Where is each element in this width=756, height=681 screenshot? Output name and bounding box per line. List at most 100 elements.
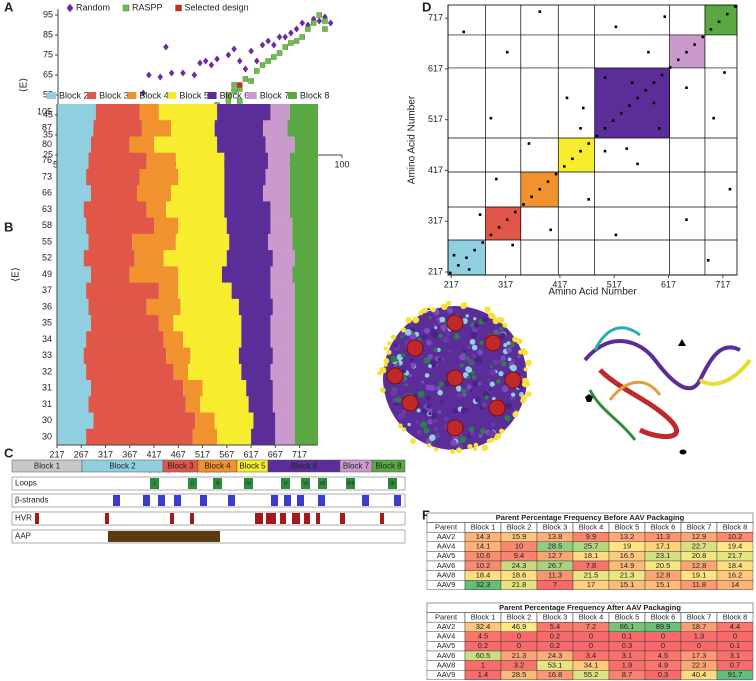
table-cell-text: 0.2 xyxy=(550,641,560,650)
point xyxy=(603,76,607,79)
table-header: Block 5 xyxy=(615,612,640,621)
hvr xyxy=(190,513,194,524)
point xyxy=(322,26,328,32)
capsid-spike xyxy=(418,309,424,316)
capsid-texture xyxy=(433,323,437,327)
hvr xyxy=(280,513,286,524)
block-segment xyxy=(221,266,271,283)
block-segment xyxy=(158,104,218,121)
table-cell-text: 4.5 xyxy=(478,632,488,641)
block-segment xyxy=(294,428,318,446)
capsid-texture xyxy=(465,356,470,361)
point xyxy=(725,12,729,16)
block-segment xyxy=(238,298,273,316)
capsid-spike xyxy=(525,359,533,367)
block-segment xyxy=(272,396,295,413)
capsid-spike xyxy=(472,446,478,452)
point xyxy=(208,61,215,69)
y-tick-label: 85 xyxy=(43,29,53,39)
point xyxy=(231,88,237,94)
block-name: Block 5 xyxy=(239,462,266,471)
capsid-texture xyxy=(417,403,422,407)
block-segment xyxy=(86,331,164,348)
block-segment xyxy=(57,363,87,381)
block-name: Block 8 xyxy=(375,462,402,471)
table-cell-text: AAV2 xyxy=(437,622,456,631)
point xyxy=(259,62,266,68)
block-segment xyxy=(86,428,193,446)
point xyxy=(709,28,713,31)
capsid-spike xyxy=(387,341,392,346)
hvr xyxy=(266,513,276,524)
point xyxy=(677,58,680,62)
table-cell-text: 13.8 xyxy=(548,532,563,541)
capsid-texture xyxy=(455,385,462,391)
table-cell-text: 0.1 xyxy=(622,632,632,641)
beta-strand xyxy=(318,495,325,506)
point xyxy=(630,81,634,84)
point xyxy=(231,82,237,88)
beta-strand xyxy=(113,495,120,506)
capsid-texture xyxy=(506,347,513,354)
table-cell-text: 0 xyxy=(661,641,665,650)
symbol-oval xyxy=(679,449,687,455)
block-segment xyxy=(57,136,91,154)
loop xyxy=(301,478,310,489)
loop xyxy=(244,478,253,489)
block-segment xyxy=(294,298,318,316)
loop xyxy=(388,478,397,489)
table-cell-text: 91.7 xyxy=(728,670,743,679)
feature-row xyxy=(11,511,406,526)
capsid-texture xyxy=(448,349,452,354)
capsid-texture xyxy=(504,415,511,422)
capsid-texture xyxy=(410,334,414,338)
capsid-texture xyxy=(489,381,495,387)
table-cell-text: AAV6 xyxy=(437,651,456,660)
capsid-texture xyxy=(426,339,432,346)
point xyxy=(514,210,517,214)
capsid-texture xyxy=(416,408,421,413)
capsid-spike xyxy=(402,427,407,432)
block-segment xyxy=(226,217,271,235)
capsid-texture xyxy=(435,363,439,368)
table-cell-text: AAV4 xyxy=(437,542,456,551)
panel-label: D xyxy=(422,0,431,14)
x-tick-label: 567 xyxy=(219,449,234,459)
block-segment xyxy=(251,428,276,446)
block-segment xyxy=(171,120,215,137)
table-cell-text: 32.3 xyxy=(476,580,491,589)
ribbon xyxy=(698,358,752,386)
capsid-pore xyxy=(488,399,506,417)
block-segment xyxy=(270,104,290,121)
point xyxy=(225,98,232,104)
table-header: Parent xyxy=(435,522,458,531)
point xyxy=(530,195,533,199)
hvr xyxy=(105,513,109,524)
point xyxy=(197,59,203,67)
point xyxy=(668,66,672,69)
capsid-spike xyxy=(430,307,436,313)
table-cell-text: 8.7 xyxy=(622,670,632,679)
capsid-texture xyxy=(428,384,436,391)
legend-label: RASPP xyxy=(132,2,163,12)
capsid-spike xyxy=(397,423,403,429)
table-cell-text: 4.4 xyxy=(730,622,740,631)
block-segment xyxy=(253,412,276,430)
point xyxy=(636,96,639,100)
capsid-spike xyxy=(493,436,499,441)
table-header: Block 5 xyxy=(615,522,640,531)
y-tick-label: 65 xyxy=(43,69,53,79)
block-name: Block 4 xyxy=(204,462,231,471)
point xyxy=(231,45,237,53)
point xyxy=(457,264,460,267)
capsid-texture xyxy=(510,392,516,397)
point xyxy=(546,180,550,183)
table-cell-text: 89.9 xyxy=(656,622,671,631)
block-segment xyxy=(83,250,135,267)
y-axis-title: Amino Acid Number xyxy=(407,95,418,184)
capsid-texture xyxy=(489,369,496,376)
capsid-texture xyxy=(428,364,432,368)
block-segment xyxy=(95,104,140,121)
point xyxy=(305,26,311,32)
block-segment xyxy=(129,136,155,154)
